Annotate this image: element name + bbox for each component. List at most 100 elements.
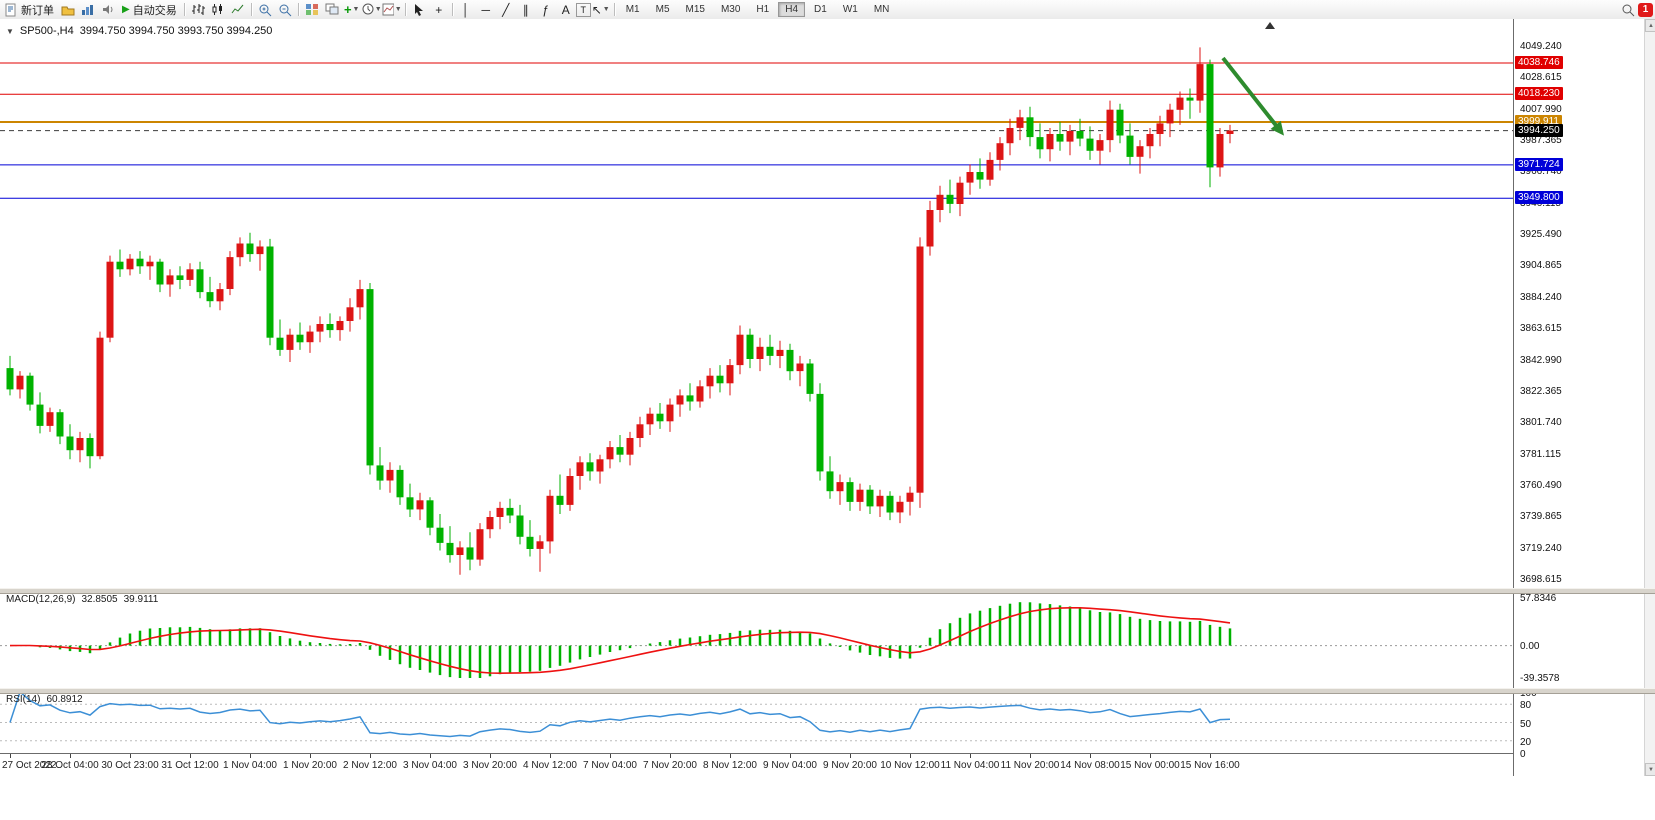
rsi-line (9, 692, 1231, 738)
autotrading-play-icon: ▶ (122, 4, 130, 15)
price-axis[interactable]: 4049.240 4028.615 4007.990 3987.365 3966.740… (1513, 19, 1645, 776)
chevron-down-icon: ▼ (352, 6, 360, 13)
chevron-down-icon: ▼ (602, 6, 610, 13)
rsi-panel[interactable] (0, 692, 1513, 753)
time-axis-label: 31 Oct 12:00 (161, 760, 219, 771)
toolbar-separator (613, 3, 615, 16)
price-axis-label: 3925.490 (1520, 229, 1562, 240)
time-axis-tick (190, 754, 191, 758)
cursor-tool-icon[interactable] (409, 1, 429, 18)
cascade-windows-icon[interactable] (322, 1, 342, 18)
notification-badge[interactable]: 1 (1638, 2, 1653, 17)
panel-splitter[interactable] (0, 588, 1655, 594)
toolbar: 新订单 ▶ 自动交易 + ▼ ▼ ▼ + │ ─ ╱ ∥ ƒ A T ↖ ▼ (0, 0, 1655, 20)
chevron-down-icon: ▼ (374, 6, 382, 13)
search-icon[interactable] (1618, 1, 1638, 18)
textbox-tool-icon[interactable]: T (575, 2, 591, 17)
candlestick-chart-type-icon[interactable] (208, 1, 228, 18)
price-axis-label: 3904.865 (1520, 260, 1562, 271)
timeframe-button-m30[interactable]: M30 (720, 4, 741, 15)
panel-splitter[interactable] (0, 688, 1655, 694)
new-order-label: 新订单 (21, 4, 54, 17)
line-chart-type-icon[interactable] (228, 1, 248, 18)
time-axis-tick (130, 754, 131, 758)
chart-symbol-period: SP500-,H4 (19, 25, 74, 37)
vertical-line-tool-icon[interactable]: │ (461, 2, 470, 17)
vertical-scrollbar[interactable]: ▲ ▼ (1644, 19, 1655, 776)
time-axis-label: 30 Oct 23:00 (101, 760, 159, 771)
price-axis-label: 3760.490 (1520, 480, 1562, 491)
macd-axis-label: -39.3578 (1520, 673, 1560, 684)
time-axis-tick (250, 754, 251, 758)
macd-panel[interactable] (0, 592, 1513, 688)
zoom-out-icon[interactable] (275, 1, 295, 18)
tile-windows-icon[interactable] (302, 1, 322, 18)
new-order-icon (5, 3, 16, 16)
macd-indicator-label: MACD(12,26,9) 32.8505 39.9111 (6, 594, 158, 605)
rsi-value: 60.8912 (46, 694, 83, 705)
trendline-tool-icon[interactable]: ╱ (502, 2, 510, 17)
chart-profile-icon[interactable] (58, 1, 78, 18)
candles (6, 47, 1234, 575)
price-line-tag: 4018.230 (1515, 87, 1563, 100)
time-axis-tick (550, 754, 551, 758)
time-axis[interactable]: 27 Oct 2022 28 Oct 04:00 30 Oct 23:00 31 Oc… (0, 753, 1513, 777)
time-axis-label: 2 Nov 12:00 (343, 760, 397, 771)
trend-arrow-head (1270, 120, 1284, 136)
channel-tool-icon[interactable]: ∥ (522, 2, 529, 17)
time-axis-label: 3 Nov 04:00 (403, 760, 457, 771)
price-axis-label: 3801.740 (1520, 417, 1562, 428)
time-axis-label: 14 Nov 08:00 (1060, 760, 1120, 771)
price-axis-label: 3739.865 (1520, 511, 1562, 522)
timeframe-button-m15[interactable]: M15 (685, 4, 705, 15)
timeframe-button-w1[interactable]: W1 (842, 4, 858, 15)
scroll-up-button[interactable]: ▲ (1645, 19, 1655, 32)
time-axis-tick (430, 754, 431, 758)
rsi-indicator-label: RSI(14) 60.8912 (6, 694, 83, 705)
new-order-button[interactable]: 新订单 (0, 1, 58, 18)
rsi-name: RSI(14) (6, 694, 41, 705)
autotrading-button[interactable]: ▶ 自动交易 (118, 1, 181, 18)
time-axis-label: 9 Nov 20:00 (823, 760, 877, 771)
timeframe-button-mn[interactable]: MN (873, 4, 890, 15)
rsi-axis-label: 50 (1520, 719, 1532, 730)
time-axis-label: 7 Nov 04:00 (583, 760, 637, 771)
crosshair-tool-icon[interactable]: + (435, 2, 443, 17)
templates-button[interactable]: ▼ (382, 1, 402, 18)
scroll-down-button[interactable]: ▼ (1645, 763, 1655, 776)
time-axis-label: 8 Nov 12:00 (703, 760, 757, 771)
periods-button[interactable]: ▼ (362, 1, 382, 18)
indicators-button[interactable]: + ▼ (343, 2, 360, 17)
fibonacci-tool-icon[interactable]: ƒ (542, 2, 550, 17)
chart-shift-marker (1265, 22, 1275, 29)
price-axis-label: 3842.990 (1520, 355, 1562, 366)
rsi-axis-label: 20 (1520, 737, 1532, 748)
arrows-tool-button[interactable]: ↖ ▼ (591, 2, 610, 17)
zoom-in-icon[interactable] (255, 1, 275, 18)
time-axis-tick (610, 754, 611, 758)
time-axis-label: 7 Nov 20:00 (643, 760, 697, 771)
timeframe-button-d1[interactable]: D1 (814, 4, 827, 15)
macd-axis-label: 57.8346 (1520, 593, 1557, 604)
timeframe-button-m1[interactable]: M1 (625, 4, 640, 15)
text-tool-icon[interactable]: A (561, 2, 570, 17)
horizontal-line-tool-icon[interactable]: ─ (481, 2, 490, 17)
time-axis-tick (1090, 754, 1091, 758)
toolbar-separator (451, 3, 453, 16)
timeframe-button-h4[interactable]: H4 (778, 2, 806, 17)
bar-chart-type-icon[interactable] (188, 1, 208, 18)
one-click-trading-toggle[interactable]: ▼ (6, 26, 14, 36)
sound-icon[interactable] (98, 1, 118, 18)
time-axis-label: 28 Oct 04:00 (41, 760, 99, 771)
market-watch-icon[interactable] (78, 1, 98, 18)
toolbar-separator (404, 3, 406, 16)
price-axis-label: 3781.115 (1520, 449, 1561, 460)
price-axis-label: 4028.615 (1520, 72, 1562, 83)
candlestick-chart[interactable] (0, 19, 1513, 588)
time-axis-label: 11 Nov 20:00 (1000, 760, 1060, 771)
timeframe-button-h1[interactable]: H1 (756, 4, 770, 15)
chart-ohlc-values: 3994.750 3994.750 3993.750 3994.250 (79, 25, 273, 37)
timeframe-button-m5[interactable]: M5 (655, 4, 670, 15)
price-axis-label: 4049.240 (1520, 41, 1562, 52)
